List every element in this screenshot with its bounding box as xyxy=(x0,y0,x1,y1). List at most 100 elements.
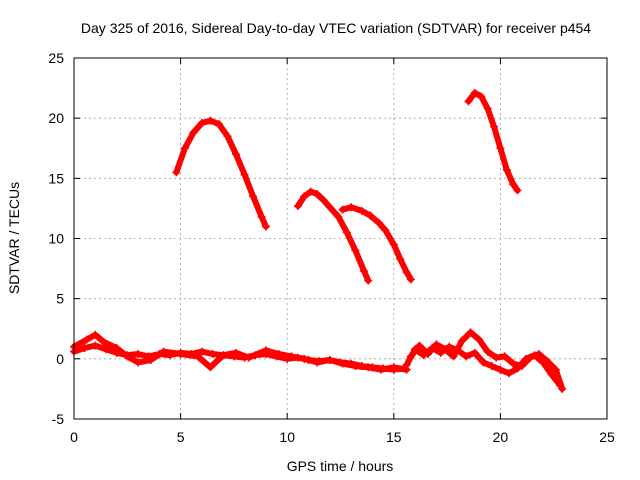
y-tick-label: 5 xyxy=(56,291,64,307)
data-point xyxy=(500,352,509,361)
data-point xyxy=(347,203,356,212)
x-tick-label: 20 xyxy=(493,429,509,445)
data-point xyxy=(99,337,108,346)
data-point xyxy=(287,352,296,361)
data-point xyxy=(261,222,270,231)
data-point xyxy=(396,254,405,263)
data-point xyxy=(483,104,492,113)
data-point xyxy=(232,150,241,159)
data-point xyxy=(462,352,471,361)
data-point xyxy=(423,350,432,359)
series-arc-4 xyxy=(464,88,522,195)
data-point xyxy=(189,128,198,137)
data-point xyxy=(206,116,215,125)
data-point xyxy=(470,88,479,97)
data-point xyxy=(306,187,315,196)
data-point xyxy=(475,335,484,344)
data-point xyxy=(342,228,351,237)
data-point xyxy=(513,186,522,195)
data-point xyxy=(364,363,373,372)
data-point xyxy=(483,347,492,356)
data-point xyxy=(244,353,253,362)
data-point xyxy=(496,144,505,153)
data-point xyxy=(313,189,322,198)
data-point xyxy=(80,344,89,353)
data-point xyxy=(389,240,398,249)
data-point xyxy=(415,341,424,350)
data-point xyxy=(338,359,347,368)
data-point xyxy=(534,350,543,359)
data-point xyxy=(319,195,328,204)
y-tick-label: 20 xyxy=(48,110,64,126)
data-point xyxy=(496,365,505,374)
data-point xyxy=(406,352,415,361)
data-point xyxy=(364,276,373,285)
data-point xyxy=(300,192,309,201)
data-point xyxy=(133,350,142,359)
data-point xyxy=(470,348,479,357)
data-point xyxy=(325,356,334,365)
data-point xyxy=(351,362,360,371)
data-point xyxy=(334,212,343,221)
data-point xyxy=(82,335,91,344)
data-point xyxy=(219,351,228,360)
data-point xyxy=(208,350,217,359)
series-line xyxy=(71,331,410,373)
data-point xyxy=(146,356,155,365)
data-point xyxy=(389,363,398,372)
data-point xyxy=(193,352,202,361)
data-point xyxy=(490,122,499,131)
y-tick-label: 0 xyxy=(56,351,64,367)
data-point xyxy=(440,345,449,354)
data-point xyxy=(509,180,518,189)
y-tick-label: 10 xyxy=(48,231,64,247)
data-point xyxy=(504,369,513,378)
data-point xyxy=(112,344,121,353)
data-point xyxy=(381,226,390,235)
series-line xyxy=(294,188,372,284)
data-point xyxy=(402,268,411,277)
data-point xyxy=(449,352,458,361)
data-point xyxy=(551,365,560,374)
series-line xyxy=(339,204,414,283)
data-point xyxy=(300,354,309,363)
data-point xyxy=(123,352,132,361)
data-point xyxy=(293,202,302,211)
plot-frame xyxy=(73,57,608,420)
series-arc-1 xyxy=(172,116,270,231)
series-baseline-b xyxy=(70,330,411,374)
data-point xyxy=(464,97,473,106)
series-line xyxy=(173,117,269,230)
data-point xyxy=(502,165,511,174)
data-point xyxy=(351,246,360,255)
data-point xyxy=(492,353,501,362)
x-tick-label: 25 xyxy=(599,429,615,445)
y-tick-label: 25 xyxy=(48,50,64,66)
data-point xyxy=(366,211,375,220)
data-point xyxy=(432,340,441,349)
series-layer xyxy=(70,88,567,393)
ticks: 0 5 10 15 20 25 -5 0 5 10 15 20 25 xyxy=(48,50,615,445)
x-tick-label: 5 xyxy=(177,429,185,445)
data-point xyxy=(91,330,100,339)
data-point xyxy=(223,132,232,141)
data-point xyxy=(197,347,206,356)
data-point xyxy=(214,120,223,129)
data-point xyxy=(377,365,386,374)
data-point xyxy=(206,363,215,372)
series-arc-2 xyxy=(293,187,373,285)
data-point xyxy=(172,168,181,177)
data-point xyxy=(274,350,283,359)
x-tick-label: 15 xyxy=(386,429,402,445)
data-point xyxy=(261,346,270,355)
data-point xyxy=(458,336,467,345)
data-point xyxy=(240,170,249,179)
data-point xyxy=(159,347,168,356)
data-point xyxy=(257,212,266,221)
data-point xyxy=(91,341,100,350)
data-point xyxy=(197,118,206,127)
data-point xyxy=(133,358,142,367)
y-tick-label: 15 xyxy=(48,170,64,186)
data-point xyxy=(232,348,241,357)
